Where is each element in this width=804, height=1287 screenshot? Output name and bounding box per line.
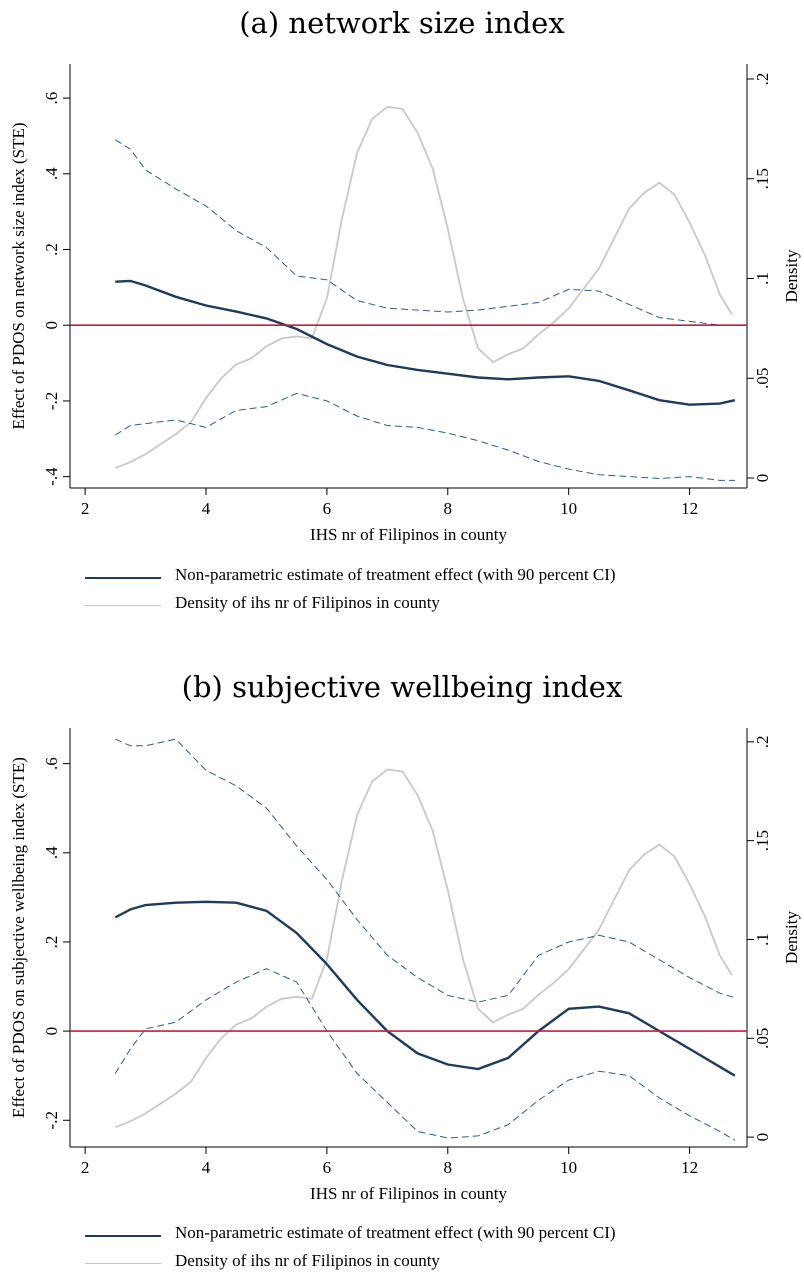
panel-subjective-wellbeing: (b) subjective wellbeing index 2 4 6 8 10 12 -… [0, 640, 804, 1287]
y2-tick-label: .05 [753, 368, 772, 389]
y2-tick-label: 0 [753, 474, 772, 483]
x-tick-label: 8 [444, 1158, 453, 1177]
y2-tick-label: .2 [753, 73, 772, 86]
y2-tick-label: .2 [753, 735, 772, 748]
legend-label: Density of ihs nr of Filipinos in county [175, 593, 440, 612]
x-tick-label: 2 [81, 1158, 90, 1177]
y2-tick-label: .15 [753, 830, 772, 851]
y-tick-label: .6 [42, 757, 61, 770]
y2-tick-label: .1 [753, 272, 772, 285]
y-tick-label: .4 [42, 846, 61, 859]
x-tick-label: 6 [323, 499, 332, 518]
y2-tick-label: .05 [753, 1028, 772, 1049]
y-tick-label: -.2 [42, 1111, 61, 1129]
series-group [114, 738, 736, 1141]
series-group [114, 105, 736, 481]
y-tick-label: -.4 [42, 467, 61, 486]
legend-swatch [85, 1263, 161, 1264]
y2-tick-label: .1 [753, 933, 772, 946]
ci-line [115, 738, 736, 1003]
chart-plot: 2 4 6 8 10 12 -.2 0 .2 .4 .6 0 .05 .1 .15 .2 IHS nr of F… [9, 728, 801, 1203]
x-tick-label: 10 [560, 1158, 577, 1177]
density-line [114, 768, 733, 1129]
x-tick-label: 8 [444, 499, 453, 518]
legend-swatch [85, 605, 161, 606]
x-tick-label: 12 [681, 499, 698, 518]
x-tick-label: 6 [323, 1158, 332, 1177]
y-tick-label: 0 [42, 321, 61, 330]
y-axis-title: Effect of PDOS on subjective wellbeing i… [9, 757, 28, 1118]
legend-swatch [85, 1235, 161, 1237]
chart-title: (a) network size index [239, 6, 565, 40]
y2-tick-label: .15 [753, 168, 772, 189]
y2-axis-title: Density [782, 249, 801, 302]
y-axis-title: Effect of PDOS on network size index (ST… [9, 122, 28, 429]
x-tick-label: 12 [681, 1158, 698, 1177]
x-tick-label: 4 [202, 1158, 211, 1177]
ci-line [115, 392, 735, 481]
legend-label: Density of ihs nr of Filipinos in county [175, 1251, 440, 1270]
y-tick-label: .2 [42, 936, 61, 949]
x-tick-label: 2 [81, 499, 90, 518]
y-tick-label: 0 [42, 1027, 61, 1036]
y-tick-label: .2 [42, 243, 61, 256]
x-tick-label: 4 [202, 499, 211, 518]
y-tick-label: .6 [42, 92, 61, 105]
density-line [114, 105, 733, 469]
x-axis-title: IHS nr of Filipinos in county [310, 1184, 507, 1203]
legend-label: Non-parametric estimate of treatment eff… [175, 565, 616, 584]
y-tick-label: -.2 [42, 392, 61, 410]
legend-label: Non-parametric estimate of treatment eff… [175, 1223, 616, 1242]
y2-axis-title: Density [782, 911, 801, 964]
x-tick-label: 10 [560, 499, 577, 518]
x-axis-title: IHS nr of Filipinos in county [310, 525, 507, 544]
chart-plot: 2 4 6 8 10 12 -.4 -.2 0 .2 .4 .6 0 .05 .1 .15 .2 IHS nr o… [9, 64, 801, 544]
effect-line [115, 279, 736, 406]
panel-network-size: (a) network size index 2 4 6 8 10 12 -.4 -.2 0 .2… [0, 0, 804, 640]
y-tick-label: .4 [42, 167, 61, 180]
ci-line [115, 139, 735, 326]
ci-line [114, 968, 736, 1141]
legend-swatch [85, 577, 161, 579]
chart-title: (b) subjective wellbeing index [181, 670, 623, 704]
effect-line [114, 900, 736, 1077]
y2-tick-label: 0 [753, 1133, 772, 1142]
